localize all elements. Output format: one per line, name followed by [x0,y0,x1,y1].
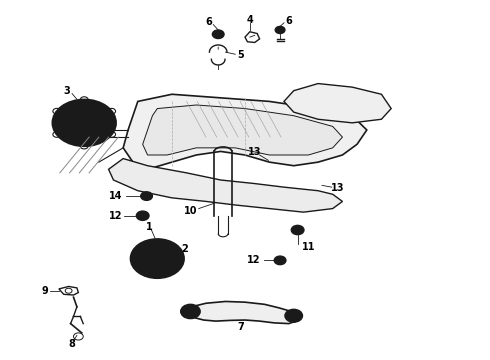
Polygon shape [143,105,343,155]
Circle shape [147,251,167,266]
Text: 14: 14 [109,191,122,201]
Text: 9: 9 [42,286,49,296]
Text: 13: 13 [331,183,344,193]
Polygon shape [59,287,78,295]
Text: 2: 2 [181,244,188,253]
Text: 6: 6 [205,17,212,27]
Text: 10: 10 [184,206,197,216]
Circle shape [285,309,302,322]
Circle shape [141,192,152,201]
Text: 1: 1 [146,222,152,232]
Text: 8: 8 [69,339,75,349]
Polygon shape [188,301,298,324]
Circle shape [274,256,286,265]
Circle shape [212,30,224,39]
Circle shape [52,100,116,146]
Text: 6: 6 [286,16,292,26]
Circle shape [181,304,200,319]
Text: 12: 12 [109,211,122,221]
Circle shape [130,239,184,278]
Text: 5: 5 [237,50,244,60]
Text: 11: 11 [301,242,315,252]
Polygon shape [109,158,343,212]
Text: 7: 7 [238,322,245,332]
Circle shape [70,112,99,134]
Text: 13: 13 [248,147,262,157]
Text: 12: 12 [247,255,261,265]
Circle shape [136,211,149,220]
Circle shape [275,26,285,33]
Text: 3: 3 [64,86,71,96]
Text: 4: 4 [246,15,253,25]
Polygon shape [284,84,391,123]
Polygon shape [123,94,367,169]
Circle shape [291,225,304,235]
